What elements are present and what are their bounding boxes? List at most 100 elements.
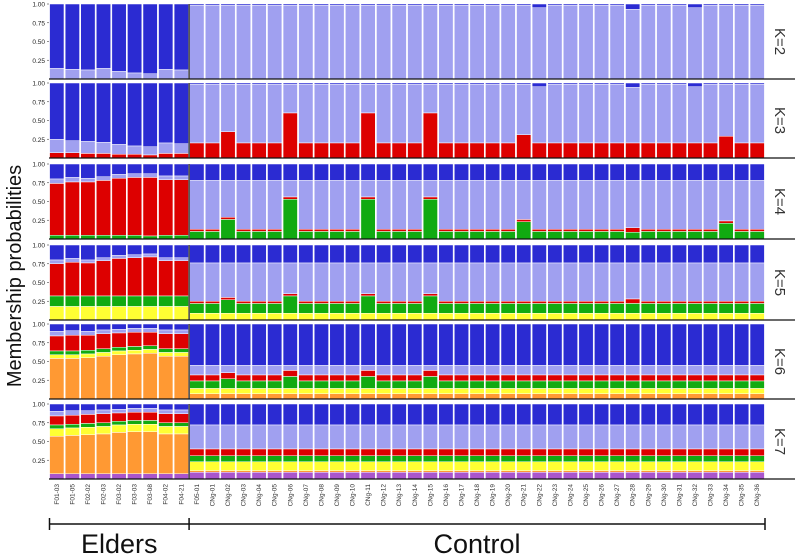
bar-segment bbox=[594, 403, 610, 426]
bar-segment bbox=[111, 163, 127, 175]
bar-segment bbox=[547, 365, 563, 376]
bar-segment bbox=[671, 472, 687, 480]
sample-label: CNg-13 bbox=[396, 484, 403, 507]
bar-segment bbox=[220, 403, 236, 426]
bar-segment bbox=[578, 303, 594, 314]
bar-segment bbox=[703, 323, 718, 366]
bar-segment bbox=[625, 472, 641, 480]
bar-segment bbox=[485, 365, 501, 376]
sample-label: CNg-26 bbox=[599, 484, 606, 507]
bar-segment bbox=[220, 163, 236, 181]
bar-segment bbox=[500, 84, 516, 144]
bar-segment bbox=[80, 353, 96, 358]
bar-segment bbox=[687, 403, 703, 426]
bar-segment bbox=[220, 388, 236, 394]
bar-segment bbox=[360, 403, 376, 426]
bar-segment bbox=[454, 84, 469, 144]
bar-segment bbox=[500, 448, 516, 456]
bar-segment bbox=[111, 255, 127, 259]
bar-segment bbox=[609, 180, 625, 230]
bar-segment bbox=[703, 301, 718, 304]
bar-segment bbox=[329, 229, 345, 232]
bar-segment bbox=[391, 393, 407, 400]
bar-segment bbox=[376, 229, 392, 232]
bar-segment bbox=[563, 142, 578, 159]
bar-segment bbox=[687, 365, 703, 376]
sample-label: CNg-34 bbox=[723, 484, 730, 507]
bar-segment bbox=[158, 413, 174, 423]
bar-segment bbox=[220, 455, 236, 462]
bar-segment bbox=[516, 301, 532, 304]
y-tick-label: 0.50 bbox=[32, 199, 45, 206]
bar-segment bbox=[142, 424, 158, 432]
bar-segment bbox=[173, 433, 189, 474]
bar-segment bbox=[578, 388, 594, 394]
bar-segment bbox=[547, 262, 563, 302]
bar-segment bbox=[640, 388, 656, 394]
bar-segment bbox=[313, 472, 329, 480]
bar-segment bbox=[158, 3, 174, 70]
sample-label: CNg-17 bbox=[458, 484, 465, 507]
bar-segment bbox=[422, 196, 438, 200]
bar-segment bbox=[345, 374, 360, 382]
bar-segment bbox=[267, 180, 283, 230]
bar-segment bbox=[173, 409, 189, 414]
bar-segment bbox=[80, 335, 96, 351]
bar-segment bbox=[376, 388, 392, 394]
bar-segment bbox=[563, 313, 578, 321]
bar-segment bbox=[205, 180, 220, 230]
bar-segment bbox=[671, 301, 687, 304]
bar-segment bbox=[345, 301, 360, 304]
sample-label: CNg-16 bbox=[443, 484, 450, 507]
bar-segment bbox=[313, 424, 329, 450]
bar-segment bbox=[96, 348, 111, 353]
bar-segment bbox=[594, 388, 610, 394]
bar-segment bbox=[625, 455, 641, 462]
bar-segment bbox=[298, 424, 314, 450]
bar-segment bbox=[516, 221, 532, 240]
bar-segment bbox=[360, 365, 376, 371]
bar-segment bbox=[80, 414, 96, 424]
bar-segment bbox=[220, 372, 236, 379]
bar-segment bbox=[96, 180, 111, 236]
bar-segment bbox=[205, 142, 220, 159]
bar-segment bbox=[127, 257, 143, 297]
bar-segment bbox=[251, 403, 267, 426]
bar-segment bbox=[718, 220, 734, 224]
bar-segment bbox=[173, 69, 189, 80]
bar-segment bbox=[205, 231, 220, 240]
bar-segment bbox=[329, 461, 345, 471]
bar-segment bbox=[158, 422, 174, 427]
bar-segment bbox=[485, 303, 501, 314]
bar-segment bbox=[80, 410, 96, 415]
bar-segment bbox=[563, 84, 578, 144]
bar-segment bbox=[205, 455, 220, 462]
bar-segment bbox=[578, 244, 594, 264]
bar-segment bbox=[563, 448, 578, 456]
bar-segment bbox=[80, 244, 96, 261]
bar-segment bbox=[578, 461, 594, 471]
k-label: K=6 bbox=[771, 348, 788, 375]
bar-segment bbox=[267, 455, 283, 462]
bar-segment bbox=[142, 408, 158, 413]
bar-segment bbox=[282, 472, 298, 480]
bar-segment bbox=[671, 163, 687, 181]
bar-segment bbox=[111, 71, 127, 80]
bar-segment bbox=[407, 374, 423, 382]
bar-segment bbox=[718, 136, 734, 159]
bar-segment bbox=[609, 388, 625, 394]
bar-segment bbox=[422, 448, 438, 456]
bar-segment bbox=[454, 301, 469, 304]
bar-segment bbox=[313, 231, 329, 240]
bar-segment bbox=[656, 448, 672, 456]
bar-segment bbox=[500, 365, 516, 376]
bar-segment bbox=[298, 365, 314, 376]
y-tick-label: 0.25 bbox=[32, 378, 45, 385]
bar-segment bbox=[236, 424, 252, 450]
bar-segment bbox=[360, 323, 376, 366]
bar-segment bbox=[360, 455, 376, 462]
bar-segment bbox=[189, 262, 205, 302]
bar-segment bbox=[360, 448, 376, 456]
bar-segment bbox=[671, 388, 687, 394]
bar-segment bbox=[64, 354, 80, 359]
